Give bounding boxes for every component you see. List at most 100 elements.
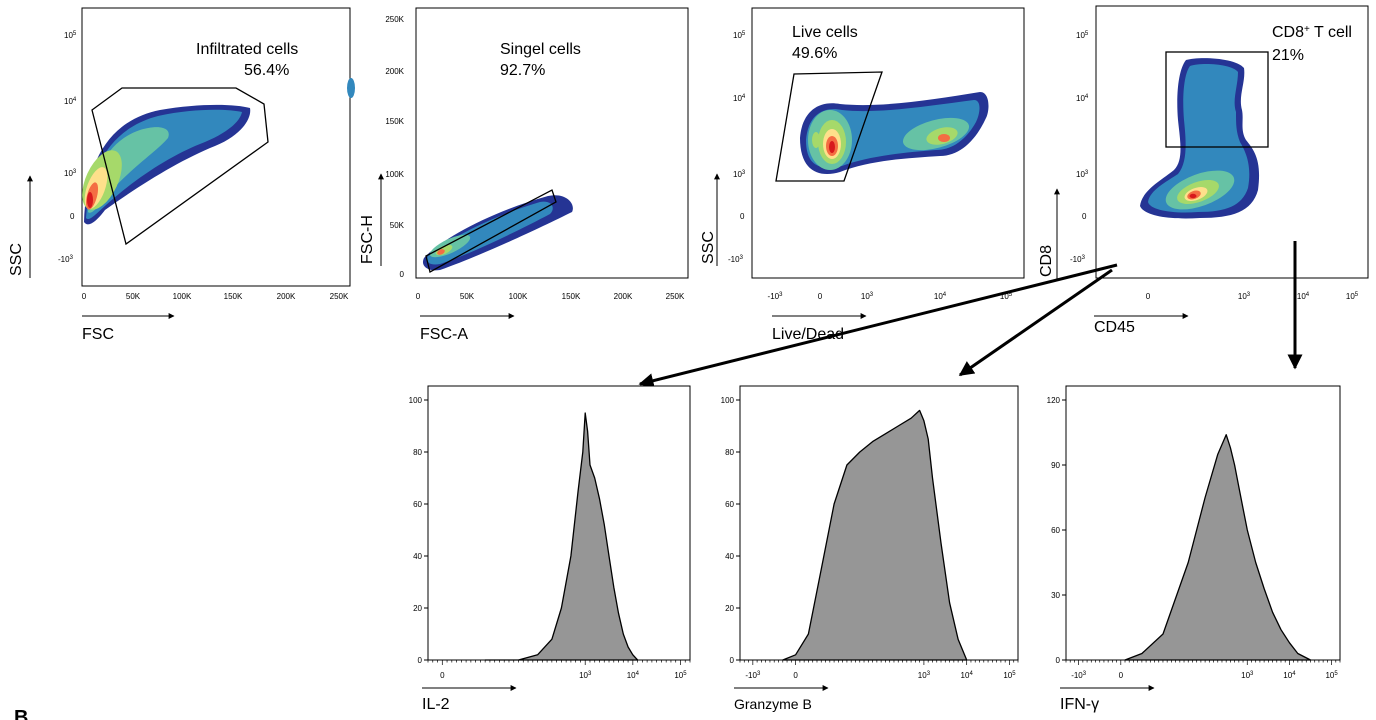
y-tick-label: 60 bbox=[1051, 526, 1060, 535]
x-tick-label: 103 bbox=[861, 292, 874, 301]
x-tick-label: 104 bbox=[627, 671, 640, 680]
y-axis-label: CD8 bbox=[1038, 245, 1055, 277]
y-tick-label: -103 bbox=[1070, 255, 1086, 264]
histogram-area bbox=[782, 409, 968, 661]
gate-percent: 56.4% bbox=[244, 62, 289, 79]
x-tick-label: 250K bbox=[666, 292, 685, 301]
x-axis-label: Granzyme B bbox=[734, 696, 812, 712]
gate-label: Live cells bbox=[792, 24, 858, 41]
x-tick-label: 200K bbox=[614, 292, 633, 301]
y-axis-label: SSC bbox=[8, 243, 25, 276]
x-axis-label: FSC bbox=[82, 326, 114, 343]
y-tick-label: 90 bbox=[1051, 461, 1060, 470]
x-tick-label: -103 bbox=[768, 292, 784, 301]
x-tick-label: 0 bbox=[416, 292, 421, 301]
x-axis-label: IFN-γ bbox=[1060, 696, 1099, 713]
histogram-granzyme-b: 100 80 60 40 20 0 -103 0 103 104 105 Granzyme B bbox=[721, 385, 1019, 712]
y-tick-label: 60 bbox=[725, 500, 734, 509]
y-tick-label: 105 bbox=[1076, 31, 1089, 40]
y-tick-label: 0 bbox=[1056, 656, 1061, 665]
y-tick-label: 120 bbox=[1047, 396, 1061, 405]
panel-infiltrated-cells: Infiltrated cells 56.4% 0 50K 100K 150K … bbox=[8, 7, 355, 343]
gate-polygon bbox=[91, 87, 269, 246]
gate-rectangle bbox=[1165, 51, 1269, 148]
x-tick-label: 50K bbox=[460, 292, 475, 301]
x-tick-label: 103 bbox=[918, 671, 931, 680]
y-tick-label: 105 bbox=[64, 31, 77, 40]
y-tick-label: 50K bbox=[390, 221, 405, 230]
y-tick-label: 40 bbox=[725, 552, 734, 561]
y-tick-label: 103 bbox=[1076, 170, 1089, 179]
y-tick-label: 0 bbox=[400, 270, 405, 279]
density-plot bbox=[82, 78, 355, 225]
x-axis: 0 50K 100K 150K 200K 250K FSC bbox=[82, 292, 349, 343]
x-tick-label: 104 bbox=[961, 671, 974, 680]
y-tick-label: 60 bbox=[413, 500, 422, 509]
y-tick-label: 20 bbox=[725, 604, 734, 613]
x-tick-label: 100K bbox=[173, 292, 192, 301]
gate-label: CD8+ T cell bbox=[1272, 24, 1352, 42]
x-tick-label: 104 bbox=[1283, 671, 1296, 680]
y-tick-label: 103 bbox=[64, 169, 77, 178]
y-axis: 105 104 103 0 -103 SSC bbox=[700, 31, 746, 266]
y-tick-label: -103 bbox=[58, 255, 74, 264]
x-tick-label: 200K bbox=[277, 292, 296, 301]
y-tick-label: 100 bbox=[721, 396, 735, 405]
y-tick-label: 0 bbox=[1082, 212, 1087, 221]
y-tick-label: 200K bbox=[385, 67, 404, 76]
y-tick-label: 100K bbox=[385, 170, 404, 179]
arrow-to-il2 bbox=[638, 263, 1118, 389]
y-tick-label: 104 bbox=[64, 97, 77, 106]
y-tick-label: 250K bbox=[385, 15, 404, 24]
x-tick-label: 0 bbox=[1119, 671, 1124, 680]
panel-letter: B bbox=[14, 707, 28, 720]
density-plot bbox=[1140, 58, 1260, 219]
x-tick-label: 105 bbox=[1325, 671, 1338, 680]
histogram-area bbox=[484, 412, 639, 661]
y-axis: 105 104 103 0 -103 CD8 bbox=[1038, 31, 1089, 279]
x-tick-label: 104 bbox=[1297, 292, 1310, 301]
y-tick-label: 150K bbox=[385, 117, 404, 126]
gate-percent: 49.6% bbox=[792, 45, 837, 62]
gate-percent: 92.7% bbox=[500, 62, 545, 79]
y-tick-label: 80 bbox=[413, 448, 422, 457]
x-tick-label: 105 bbox=[1003, 671, 1016, 680]
y-tick-label: 20 bbox=[413, 604, 422, 613]
x-tick-label: 0 bbox=[82, 292, 87, 301]
gate-label: Singel cells bbox=[500, 41, 581, 58]
x-tick-label: 0 bbox=[1146, 292, 1151, 301]
x-axis-label: IL-2 bbox=[422, 696, 450, 713]
y-tick-label: 103 bbox=[733, 170, 746, 179]
y-axis-label: FSC-H bbox=[359, 215, 376, 264]
panel-single-cells: Singel cells 92.7% 0 50K 100K 150K 200K … bbox=[359, 7, 689, 343]
y-tick-label: 104 bbox=[1076, 94, 1089, 103]
x-axis: 0 50K 100K 150K 200K 250K FSC-A bbox=[416, 292, 685, 343]
gate-polygon bbox=[425, 189, 557, 273]
histogram-ifn-gamma: 120 90 60 30 0 -103 0 103 104 105 IFN-γ bbox=[1047, 385, 1341, 713]
x-tick-label: 103 bbox=[1241, 671, 1254, 680]
histogram-il2: 100 80 60 40 20 0 0 103 104 105 IL-2 bbox=[409, 385, 691, 713]
y-tick-label: 80 bbox=[725, 448, 734, 457]
gate-label: Infiltrated cells bbox=[196, 41, 298, 58]
y-tick-label: 0 bbox=[418, 656, 423, 665]
x-tick-label: 50K bbox=[126, 292, 141, 301]
x-tick-label: 150K bbox=[224, 292, 243, 301]
x-tick-label: 250K bbox=[330, 292, 349, 301]
x-tick-label: -103 bbox=[1071, 671, 1087, 680]
x-tick-label: 104 bbox=[934, 292, 947, 301]
x-axis-label: CD45 bbox=[1094, 319, 1135, 336]
y-axis-label: SSC bbox=[700, 231, 717, 264]
x-tick-label: 0 bbox=[440, 671, 445, 680]
y-tick-label: 0 bbox=[730, 656, 735, 665]
y-tick-label: 0 bbox=[70, 212, 75, 221]
y-tick-label: 100 bbox=[409, 396, 423, 405]
gating-arrows bbox=[638, 241, 1303, 389]
x-tick-label: 103 bbox=[1238, 292, 1251, 301]
y-tick-label: 0 bbox=[740, 212, 745, 221]
y-tick-label: 104 bbox=[733, 94, 746, 103]
x-tick-label: 0 bbox=[818, 292, 823, 301]
y-tick-label: 105 bbox=[733, 31, 746, 40]
y-tick-label: 40 bbox=[413, 552, 422, 561]
x-tick-label: 100K bbox=[509, 292, 528, 301]
